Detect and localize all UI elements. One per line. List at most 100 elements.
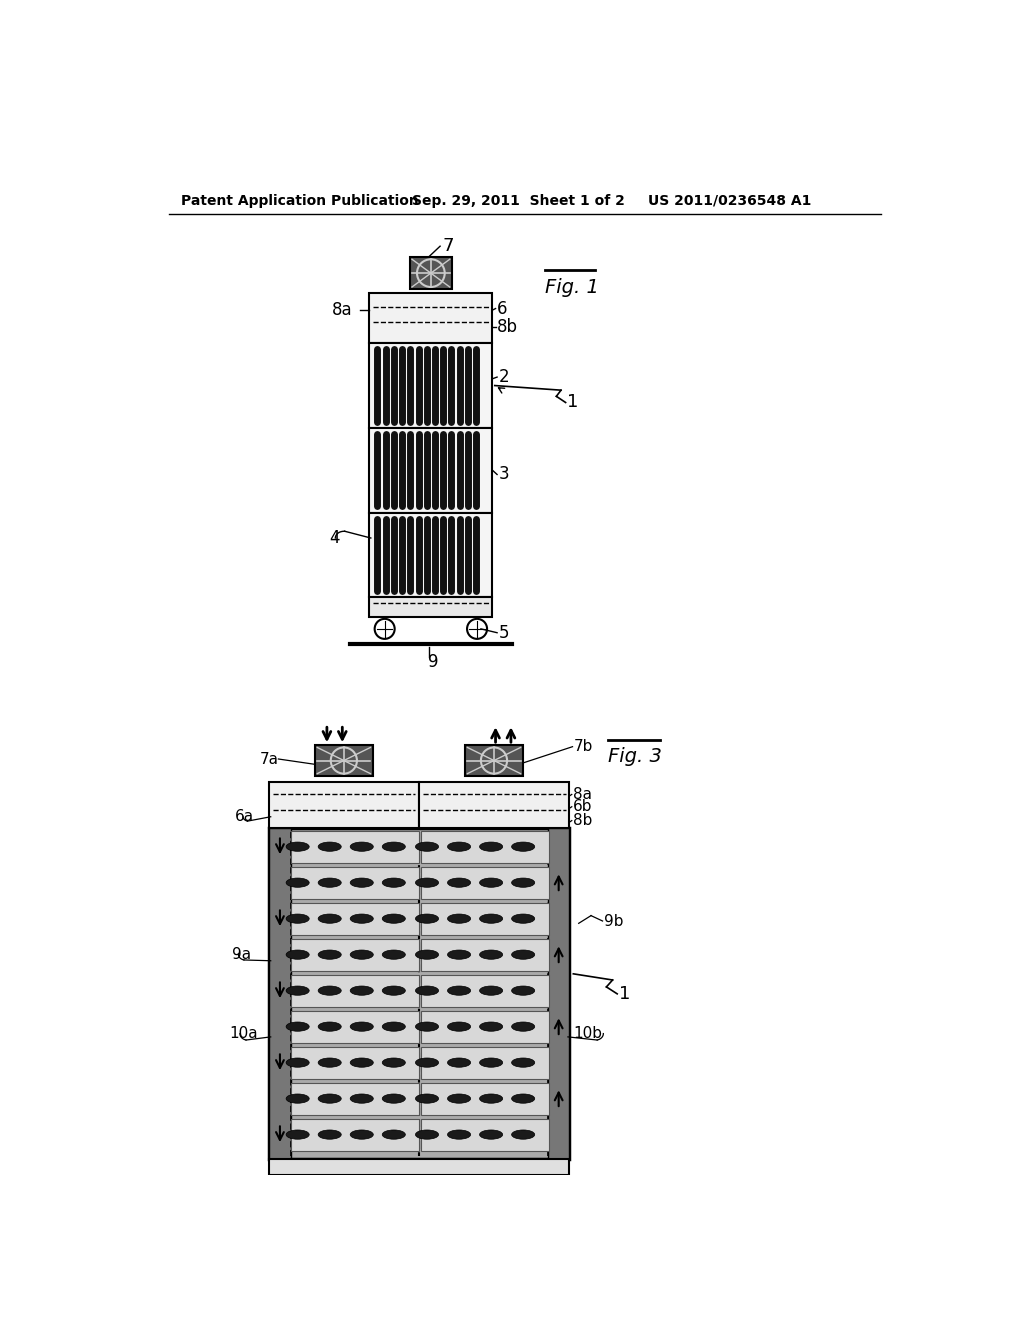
Ellipse shape bbox=[512, 1022, 535, 1031]
Ellipse shape bbox=[447, 1130, 471, 1139]
Ellipse shape bbox=[382, 878, 406, 887]
Ellipse shape bbox=[447, 1022, 471, 1031]
Text: US 2011/0236548 A1: US 2011/0236548 A1 bbox=[648, 194, 811, 207]
Ellipse shape bbox=[382, 1022, 406, 1031]
Ellipse shape bbox=[318, 950, 341, 960]
Ellipse shape bbox=[416, 1022, 438, 1031]
Ellipse shape bbox=[479, 1059, 503, 1068]
Ellipse shape bbox=[512, 842, 535, 851]
Ellipse shape bbox=[447, 878, 471, 887]
Ellipse shape bbox=[447, 842, 471, 851]
Ellipse shape bbox=[479, 1094, 503, 1104]
Bar bbox=[269, 1159, 569, 1175]
Text: 2: 2 bbox=[499, 368, 509, 385]
Ellipse shape bbox=[512, 1094, 535, 1104]
Bar bbox=[465, 744, 523, 776]
Bar bbox=[421, 867, 549, 899]
Ellipse shape bbox=[318, 913, 341, 923]
Text: 10b: 10b bbox=[573, 1026, 602, 1041]
Ellipse shape bbox=[350, 1059, 374, 1068]
Bar bbox=[292, 1047, 419, 1078]
Ellipse shape bbox=[416, 986, 438, 995]
Text: 8b: 8b bbox=[497, 318, 518, 337]
Ellipse shape bbox=[350, 913, 374, 923]
Text: 6: 6 bbox=[497, 300, 508, 318]
Ellipse shape bbox=[286, 986, 309, 995]
Ellipse shape bbox=[479, 986, 503, 995]
Ellipse shape bbox=[318, 842, 341, 851]
Ellipse shape bbox=[382, 986, 406, 995]
Text: 8b: 8b bbox=[573, 813, 593, 828]
Text: 8a: 8a bbox=[573, 787, 592, 803]
Ellipse shape bbox=[382, 950, 406, 960]
Text: 8a: 8a bbox=[333, 301, 353, 319]
Ellipse shape bbox=[286, 1059, 309, 1068]
Ellipse shape bbox=[416, 842, 438, 851]
Text: Fig. 1: Fig. 1 bbox=[545, 277, 599, 297]
Bar bbox=[292, 1011, 419, 1043]
Text: 1: 1 bbox=[567, 393, 579, 412]
Ellipse shape bbox=[318, 1094, 341, 1104]
Ellipse shape bbox=[479, 1022, 503, 1031]
Bar bbox=[292, 974, 419, 1007]
Ellipse shape bbox=[416, 878, 438, 887]
Text: 7b: 7b bbox=[573, 739, 593, 754]
Bar bbox=[269, 829, 291, 1159]
Ellipse shape bbox=[512, 1130, 535, 1139]
Text: 3: 3 bbox=[499, 466, 509, 483]
Ellipse shape bbox=[447, 913, 471, 923]
Bar bbox=[421, 1118, 549, 1151]
Ellipse shape bbox=[512, 913, 535, 923]
Ellipse shape bbox=[447, 1059, 471, 1068]
Bar bbox=[421, 1047, 549, 1078]
Bar bbox=[269, 781, 419, 829]
Bar bbox=[315, 744, 373, 776]
Ellipse shape bbox=[350, 842, 374, 851]
Ellipse shape bbox=[350, 1094, 374, 1104]
Text: 9: 9 bbox=[428, 653, 438, 671]
Ellipse shape bbox=[286, 1094, 309, 1104]
Bar bbox=[370, 293, 493, 343]
Text: Fig. 3: Fig. 3 bbox=[608, 747, 662, 767]
Ellipse shape bbox=[318, 878, 341, 887]
Text: 9a: 9a bbox=[232, 946, 251, 961]
Bar bbox=[548, 829, 569, 1159]
Bar bbox=[292, 939, 419, 970]
Ellipse shape bbox=[512, 1059, 535, 1068]
Ellipse shape bbox=[382, 1059, 406, 1068]
Ellipse shape bbox=[479, 950, 503, 960]
Ellipse shape bbox=[416, 913, 438, 923]
Ellipse shape bbox=[286, 842, 309, 851]
Ellipse shape bbox=[479, 878, 503, 887]
Bar bbox=[292, 830, 419, 863]
Ellipse shape bbox=[416, 950, 438, 960]
Bar bbox=[292, 867, 419, 899]
Ellipse shape bbox=[286, 950, 309, 960]
Text: 1: 1 bbox=[618, 985, 630, 1003]
Ellipse shape bbox=[318, 1059, 341, 1068]
Bar bbox=[421, 974, 549, 1007]
Ellipse shape bbox=[286, 1130, 309, 1139]
Text: Sep. 29, 2011  Sheet 1 of 2: Sep. 29, 2011 Sheet 1 of 2 bbox=[412, 194, 625, 207]
Ellipse shape bbox=[512, 878, 535, 887]
Ellipse shape bbox=[318, 986, 341, 995]
Bar bbox=[421, 1011, 549, 1043]
Ellipse shape bbox=[350, 1022, 374, 1031]
Ellipse shape bbox=[286, 878, 309, 887]
Bar bbox=[421, 1082, 549, 1114]
Ellipse shape bbox=[416, 1059, 438, 1068]
Ellipse shape bbox=[350, 950, 374, 960]
Ellipse shape bbox=[350, 986, 374, 995]
Ellipse shape bbox=[382, 913, 406, 923]
Ellipse shape bbox=[447, 986, 471, 995]
Ellipse shape bbox=[479, 913, 503, 923]
Bar bbox=[421, 830, 549, 863]
Text: 9b: 9b bbox=[604, 913, 624, 928]
Ellipse shape bbox=[318, 1022, 341, 1031]
Ellipse shape bbox=[512, 986, 535, 995]
Bar bbox=[421, 903, 549, 935]
Bar bbox=[370, 512, 493, 597]
Text: 4: 4 bbox=[330, 529, 340, 546]
Ellipse shape bbox=[479, 842, 503, 851]
Bar bbox=[292, 1082, 419, 1114]
